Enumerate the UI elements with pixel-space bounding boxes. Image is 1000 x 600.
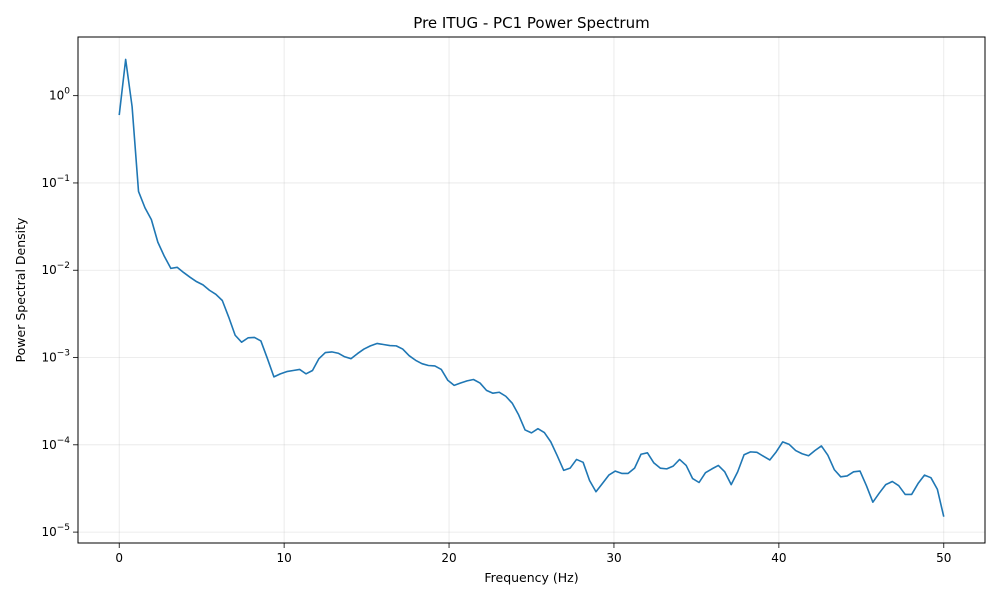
x-tick-label: 0 bbox=[115, 551, 123, 565]
y-tick-label: 10−3 bbox=[41, 349, 70, 365]
y-tick-label: 10−2 bbox=[41, 261, 70, 277]
plot-lines bbox=[118, 58, 945, 517]
x-tick-label: 20 bbox=[441, 551, 456, 565]
plot-frame bbox=[77, 36, 986, 544]
x-tick-label: 10 bbox=[276, 551, 291, 565]
y-axis-label: Power Spectral Density bbox=[13, 217, 28, 362]
x-tick-label: 40 bbox=[771, 551, 786, 565]
grid bbox=[78, 37, 985, 543]
x-tick-label: 30 bbox=[606, 551, 621, 565]
chart-title: Pre ITUG - PC1 Power Spectrum bbox=[413, 14, 649, 32]
y-tick-label: 10−4 bbox=[41, 436, 70, 452]
ticks: 0 10 20 30 40 50 10−5 10−4 10−3 10−2 10−1 100 bbox=[41, 87, 951, 565]
x-axis-label: Frequency (Hz) bbox=[484, 570, 578, 585]
x-tick-label: 50 bbox=[936, 551, 951, 565]
y-tick-label: 10−5 bbox=[41, 523, 70, 539]
y-tick-label: 10−1 bbox=[41, 174, 70, 190]
series-line bbox=[118, 58, 945, 517]
y-tick-label: 100 bbox=[49, 87, 70, 103]
